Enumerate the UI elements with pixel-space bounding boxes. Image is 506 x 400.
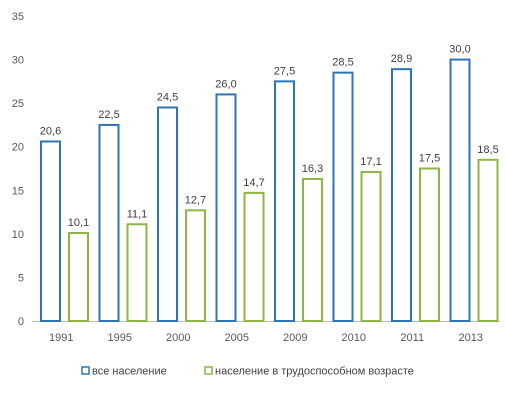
data-label-series-2-2010: 17,1 xyxy=(360,156,381,168)
y-axis-tick-labels: 0 5 10 15 20 25 30 35 xyxy=(12,11,24,328)
bars xyxy=(40,58,499,323)
y-tick-label-3: 15 xyxy=(12,185,24,197)
data-label-series-2-2009: 16,3 xyxy=(302,163,323,175)
x-tick-label-2010: 2010 xyxy=(342,332,366,344)
y-tick-label-5: 25 xyxy=(12,98,24,110)
bar-series-1-2009 xyxy=(274,80,295,322)
x-tick-label-2000: 2000 xyxy=(166,332,190,344)
y-tick-label-6: 30 xyxy=(12,55,24,67)
data-label-series-2-2011: 17,5 xyxy=(419,153,440,165)
bar-series-1-2013 xyxy=(449,58,471,322)
x-tick-label-1995: 1995 xyxy=(108,332,132,344)
bar-series-1-2010 xyxy=(332,71,354,323)
data-label-series-1-2000: 24,5 xyxy=(157,92,178,104)
legend-label-series-1: все население xyxy=(92,366,167,378)
bar-series-1-1991 xyxy=(40,140,61,322)
x-tick-label-2013: 2013 xyxy=(459,332,483,344)
data-label-series-1-2013: 30,0 xyxy=(449,44,470,56)
y-tick-label-4: 20 xyxy=(12,142,24,154)
bar-series-2-1995 xyxy=(126,223,148,322)
y-tick-label-2: 10 xyxy=(12,229,24,241)
x-tick-label-2005: 2005 xyxy=(225,332,249,344)
data-label-series-1-2011: 28,9 xyxy=(391,53,412,65)
bar-series-2-2011 xyxy=(419,167,440,322)
bar-series-1-2000 xyxy=(157,106,178,322)
y-tick-label-0: 0 xyxy=(18,316,24,328)
bar-series-1-2005 xyxy=(215,93,237,322)
bar-series-2-1991 xyxy=(68,231,89,322)
legend-swatch-series-1 xyxy=(81,366,90,375)
bar-series-2-2000 xyxy=(185,209,206,322)
legend-label-series-2: население в трудоспособном возрасте xyxy=(215,366,414,378)
legend: все население население в трудоспособном … xyxy=(81,366,414,378)
data-label-series-2-2013: 18,5 xyxy=(477,144,498,156)
data-label-series-2-2005: 14,7 xyxy=(243,177,264,189)
bar-series-1-2011 xyxy=(391,68,412,322)
data-labels: 20,6 22,5 24,5 26,0 27,5 28,5 28,9 30,0 10,1 11,1… xyxy=(40,44,499,229)
bar-series-2-2009 xyxy=(302,177,323,322)
bar-series-2-2005 xyxy=(243,191,265,322)
x-tick-label-2009: 2009 xyxy=(283,332,307,344)
x-tick-label-1991: 1991 xyxy=(49,332,73,344)
bar-series-1-1995 xyxy=(98,123,120,322)
data-label-series-2-1991: 10,1 xyxy=(68,217,89,229)
data-label-series-1-1995: 22,5 xyxy=(98,109,119,121)
legend-swatch-series-2 xyxy=(204,366,213,375)
data-label-series-2-2000: 12,7 xyxy=(185,194,206,206)
data-label-series-1-1991: 20,6 xyxy=(40,125,61,137)
data-label-series-2-1995: 11,1 xyxy=(127,208,148,220)
bar-series-2-2013 xyxy=(477,158,499,322)
bar-series-2-2010 xyxy=(360,170,382,322)
data-label-series-1-2009: 27,5 xyxy=(274,65,295,77)
y-tick-label-7: 35 xyxy=(12,11,24,23)
data-label-series-1-2005: 26,0 xyxy=(215,78,236,90)
y-tick-label-1: 5 xyxy=(18,272,24,284)
data-label-series-1-2010: 28,5 xyxy=(332,57,353,69)
x-axis-tick-labels: 1991 1995 2000 2005 2009 2010 2011 2013 xyxy=(49,332,483,344)
x-tick-label-2011: 2011 xyxy=(400,332,424,344)
